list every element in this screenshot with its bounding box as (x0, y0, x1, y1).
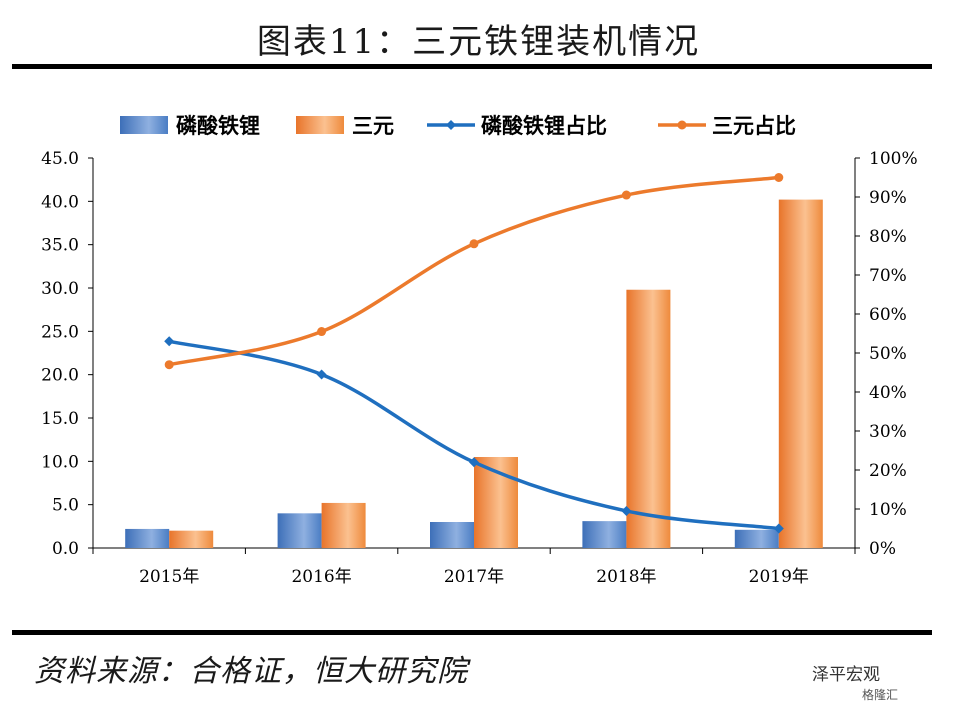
x-tick-label: 2015年 (139, 567, 199, 587)
right-tick-label: 10% (869, 500, 907, 520)
lfp-share-point (621, 505, 632, 516)
ternary-bar (778, 199, 823, 548)
left-tick-label: 5.0 (52, 496, 79, 516)
x-tick-label: 2017年 (444, 567, 504, 587)
lines (164, 173, 784, 534)
right-tick-label: 30% (869, 422, 907, 442)
lfp-bar (277, 513, 322, 548)
left-tick-label: 30.0 (41, 279, 79, 299)
lfp-share-point (773, 523, 784, 534)
ternary-share-point (774, 173, 784, 182)
right-tick-label: 80% (869, 227, 907, 247)
legend-marker (446, 120, 456, 130)
legend-label: 三元 (352, 114, 394, 138)
ternary-share-point (469, 239, 479, 249)
legend: 磷酸铁锂 三元 磷酸铁锂占比 三元占比 (120, 114, 796, 138)
ternary-share-point (317, 327, 327, 337)
labels: 0.0 5.0 10.0 15.0 20.0 25.0 30.0 35.0 40.0 45.0 0%… (41, 149, 917, 587)
right-tick-label: 60% (869, 305, 907, 325)
lfp-share-point (164, 336, 175, 347)
ternary-share-line (168, 175, 779, 367)
right-tick-label: 20% (869, 461, 907, 481)
lfp-bar (582, 521, 627, 548)
left-tick-label: 0.0 (52, 539, 79, 559)
lfp-share-point (316, 369, 327, 380)
right-tick-label: 90% (869, 188, 907, 208)
left-tick-label: 10.0 (41, 452, 79, 472)
ternary-bar (321, 502, 366, 548)
lfp-bar (430, 522, 474, 548)
source-note: 资料来源：合格证，恒大研究院 (34, 654, 468, 689)
chart-svg: 磷酸铁锂 三元 磷酸铁锂占比 三元占比 0.0 5.0 10.0 15.0 20.0 25.0 3… (41, 114, 917, 587)
legend-label: 三元占比 (712, 114, 796, 138)
lfp-bar (734, 529, 779, 548)
x-tick-label: 2019年 (749, 567, 809, 587)
left-tick-label: 20.0 (41, 366, 79, 386)
right-tick-label: 70% (869, 266, 907, 286)
x-tick-label: 2016年 (291, 567, 351, 587)
right-tick-label: 100% (869, 149, 918, 169)
right-tick-label: 40% (869, 383, 907, 403)
left-tick-label: 40.0 (41, 192, 79, 212)
chart-title: 图表11：三元铁锂装机情况 (256, 22, 701, 62)
watermark: 泽平宏观 (812, 665, 880, 685)
title-rule (12, 64, 932, 69)
ternary-share-point (621, 190, 631, 200)
bars (125, 199, 823, 548)
ternary-bar (169, 530, 214, 548)
legend-label: 磷酸铁锂占比 (481, 114, 607, 138)
lfp-share-point (469, 457, 479, 468)
legend-marker (677, 120, 687, 130)
lfp-bar (125, 528, 170, 548)
left-tick-label: 35.0 (41, 236, 79, 256)
right-tick-label: 50% (869, 344, 907, 364)
x-tick-label: 2018年 (596, 567, 656, 587)
ternary-bar (626, 289, 671, 548)
left-tick-label: 45.0 (41, 149, 79, 169)
right-tick-label: 0% (869, 539, 896, 559)
legend-swatch (296, 116, 344, 134)
ternary-share-point (164, 360, 174, 370)
left-tick-label: 25.0 (41, 322, 79, 342)
footer-rule (12, 630, 932, 635)
legend-swatch (120, 116, 168, 134)
left-tick-label: 15.0 (41, 409, 79, 429)
legend-label: 磷酸铁锂 (176, 114, 260, 138)
watermark-sub: 格隆汇 (862, 688, 899, 702)
